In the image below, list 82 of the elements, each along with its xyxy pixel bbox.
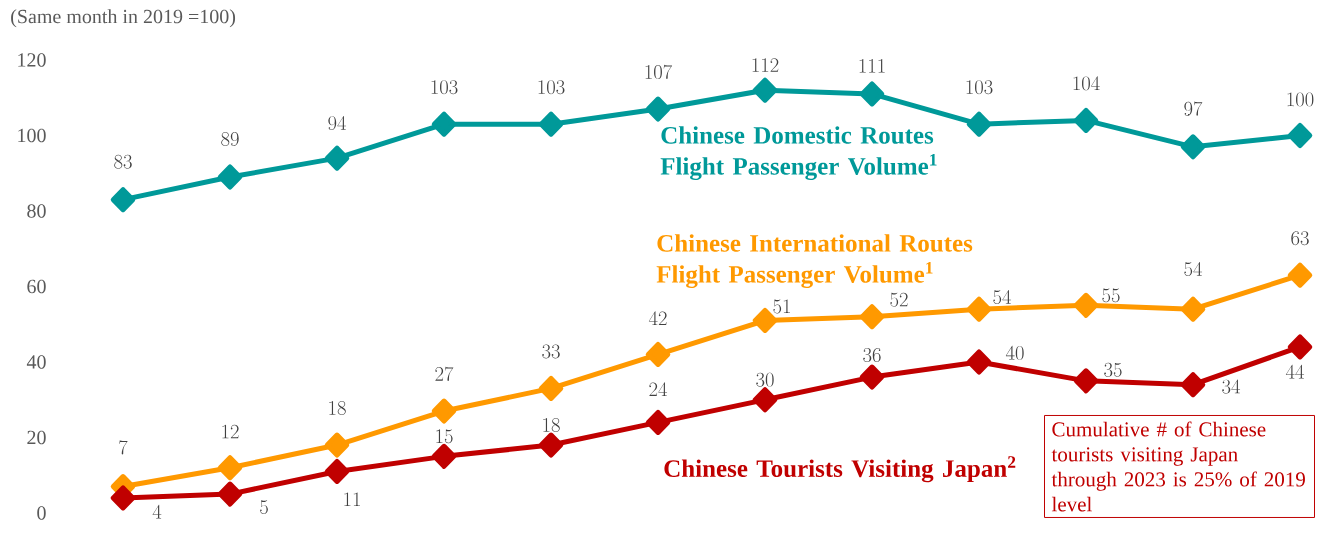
point (859, 364, 885, 390)
point (752, 77, 778, 103)
data-label: 94 (328, 115, 347, 131)
y-tick-label: 80 (27, 204, 46, 218)
data-label: 83 (114, 154, 132, 169)
point (645, 341, 671, 367)
data-label: 5 (260, 500, 268, 515)
point (538, 375, 564, 401)
point (431, 398, 457, 424)
data-label: 4 (152, 504, 162, 519)
point (217, 455, 243, 481)
data-label: 35 (1104, 362, 1122, 377)
point (1073, 107, 1099, 133)
data-label: 112 (752, 58, 779, 72)
data-label: 103 (538, 80, 565, 95)
data-label: 30 (756, 372, 774, 387)
data-label: 51 (773, 299, 790, 314)
data-label: 34 (1222, 379, 1241, 394)
data-label: 100 (1287, 92, 1314, 107)
annotation: Cumulative # of Chinese tourists visiting Japan through 2023 is 25% of 2019 level (1051, 421, 1305, 512)
point (645, 409, 671, 435)
data-label: 7 (119, 440, 128, 455)
data-label: 18 (543, 418, 560, 433)
point (1073, 292, 1099, 318)
data-label: 97 (1184, 101, 1203, 116)
point (859, 81, 885, 107)
point (217, 164, 243, 190)
data-label: 12 (222, 424, 239, 439)
point (1180, 372, 1206, 398)
point (966, 111, 992, 137)
point (110, 187, 136, 213)
data-label: 89 (221, 132, 239, 146)
point (538, 432, 564, 458)
point (324, 432, 350, 458)
data-label: 36 (863, 348, 881, 363)
data-label: 103 (431, 80, 458, 95)
data-label: 11 (344, 492, 360, 507)
data-label: 54 (1184, 261, 1203, 277)
point (966, 349, 992, 375)
point (538, 111, 564, 137)
point (645, 96, 671, 122)
point (1287, 122, 1313, 148)
data-label: 52 (890, 292, 908, 307)
data-label: 27 (435, 366, 454, 382)
series-label: Chinese Tourists Visiting Japan$^{2}$ (664, 456, 1016, 483)
point (859, 304, 885, 330)
y-tick-label: 60 (27, 279, 46, 294)
point (966, 296, 992, 322)
series-label: Chinese International Routes Flight Passenger Volume$^{1}$ (656, 234, 973, 289)
point (217, 481, 243, 507)
data-label: 55 (1102, 288, 1120, 303)
series-label: Chinese Domestic Routes Flight Passenger Volume$^{1}$ (660, 126, 937, 181)
data-label: 33 (542, 344, 560, 359)
data-label: 40 (1005, 345, 1024, 360)
data-label: 54 (993, 289, 1012, 305)
data-label: 104 (1073, 76, 1100, 91)
point (324, 145, 350, 171)
y-axis-title: (Same month in 2019 =100) (11, 9, 236, 28)
data-label: 107 (645, 64, 673, 80)
data-label: 111 (859, 58, 885, 73)
data-label: 63 (1291, 231, 1309, 246)
point (752, 387, 778, 413)
data-label: 44 (1285, 364, 1305, 379)
y-tick-label: 20 (27, 430, 46, 445)
y-tick-label: 100 (18, 128, 46, 143)
point (431, 443, 457, 469)
data-label: 15 (436, 429, 453, 444)
y-tick-label: 120 (18, 53, 46, 67)
point (431, 111, 457, 137)
point (1180, 134, 1206, 160)
data-label: 42 (648, 311, 667, 326)
point (1287, 262, 1313, 288)
point (324, 458, 350, 484)
point (1073, 368, 1099, 394)
y-tick-label: 40 (26, 355, 46, 369)
data-label: 24 (649, 382, 668, 397)
point (110, 485, 136, 511)
point (1180, 296, 1206, 322)
data-label: 103 (966, 80, 993, 95)
y-tick-label: 0 (37, 506, 46, 520)
point (1287, 334, 1313, 360)
data-label: 18 (329, 401, 346, 416)
